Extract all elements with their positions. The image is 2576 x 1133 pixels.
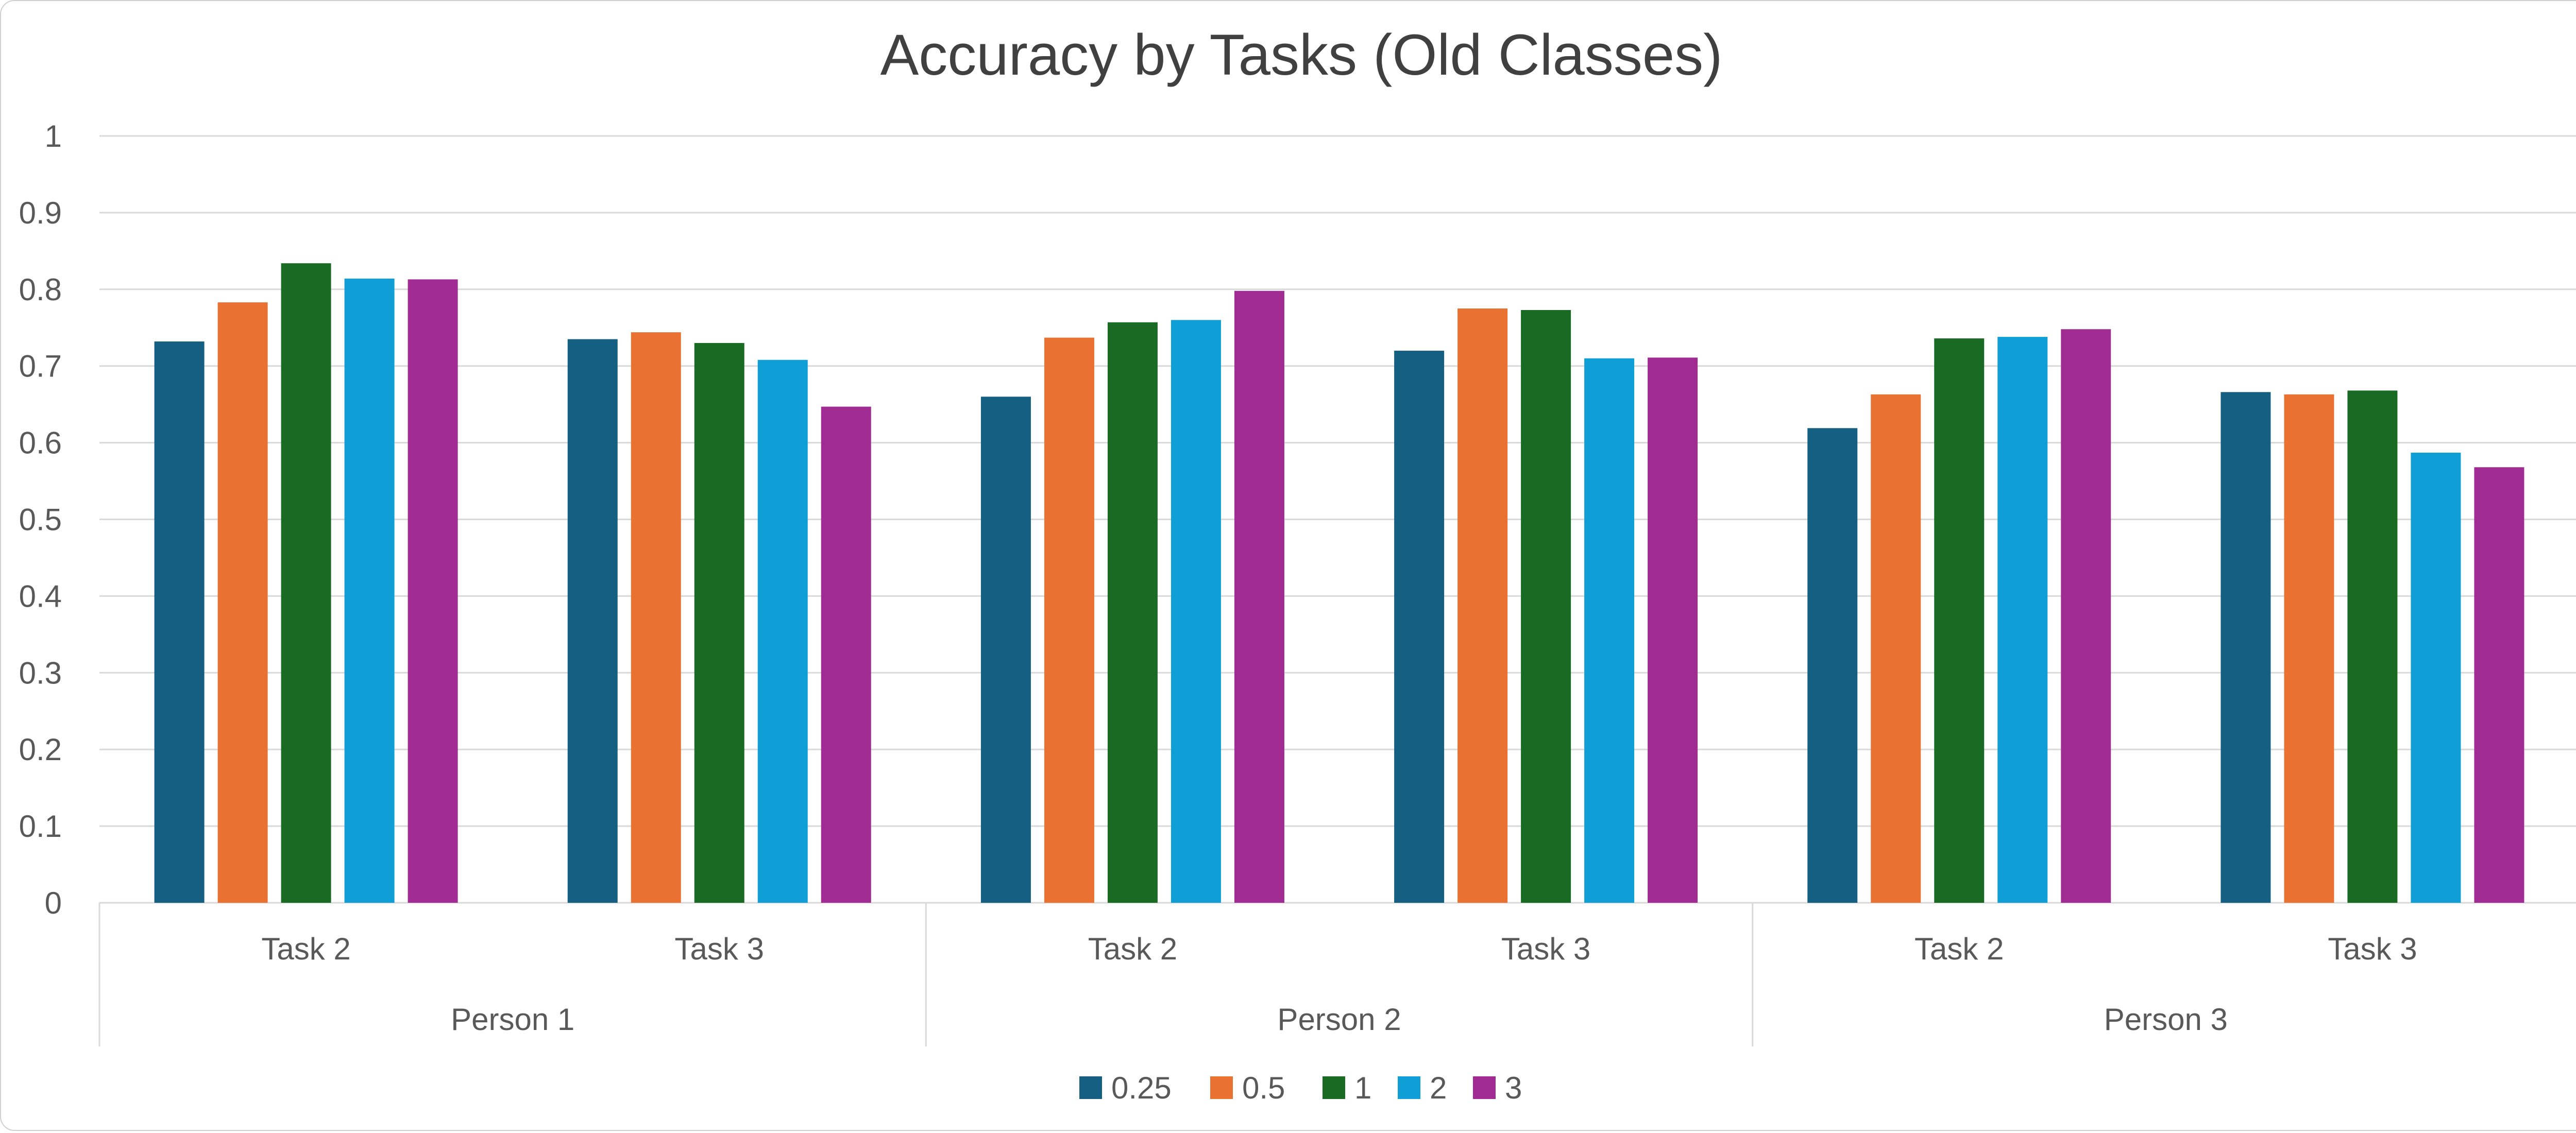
y-tick-label: 0.3 xyxy=(19,656,62,690)
legend-label-3: 2 xyxy=(1430,1071,1447,1105)
chart-title: Accuracy by Tasks (Old Classes) xyxy=(880,23,1723,87)
bar-series-0-category-0 xyxy=(154,341,205,903)
legend-swatch-4 xyxy=(1473,1076,1496,1099)
bar-series-4-category-1 xyxy=(821,406,871,903)
legend: 0.25 0.5 1 2 3 xyxy=(1079,1071,1522,1105)
bar-series-4-category-3 xyxy=(1648,357,1698,903)
x-tick-label: Task 2 xyxy=(1914,932,2004,966)
x-tick-label: Task 3 xyxy=(1501,932,1590,966)
bar-series-3-category-1 xyxy=(757,359,808,903)
x-group-label: Person 2 xyxy=(1277,1002,1401,1037)
y-tick-label: 0.9 xyxy=(19,196,62,230)
bar-series-4-category-5 xyxy=(2474,467,2524,903)
bar-series-1-category-4 xyxy=(1871,394,1921,903)
y-tick-label: 0 xyxy=(45,886,62,920)
y-tick-label: 0.1 xyxy=(19,809,62,844)
gridlines xyxy=(99,135,2576,904)
bar-series-4-category-4 xyxy=(2061,329,2111,903)
bar-series-3-category-5 xyxy=(2411,452,2461,903)
bar-series-0-category-5 xyxy=(2221,392,2271,903)
y-tick-label: 0.8 xyxy=(19,272,62,307)
bar-series-3-category-4 xyxy=(1997,337,2048,903)
bar-series-1-category-1 xyxy=(631,332,681,903)
bar-series-2-category-5 xyxy=(2347,390,2398,903)
bar-series-0-category-3 xyxy=(1394,350,1445,903)
legend-label-0: 0.25 xyxy=(1111,1071,1172,1105)
legend-swatch-3 xyxy=(1398,1076,1420,1099)
bar-series-1-category-0 xyxy=(217,302,268,903)
x-group-label: Person 3 xyxy=(2104,1002,2228,1037)
bar-series-2-category-3 xyxy=(1521,310,1571,903)
y-tick-label: 0.2 xyxy=(19,732,62,767)
y-tick-label: 0.5 xyxy=(19,503,62,537)
x-tick-label: Task 2 xyxy=(1088,932,1177,966)
legend-label-1: 0.5 xyxy=(1242,1071,1285,1105)
y-tick-label: 1 xyxy=(45,119,62,153)
legend-swatch-0 xyxy=(1079,1076,1102,1099)
bar-series-1-category-5 xyxy=(2284,394,2334,903)
bar-series-3-category-0 xyxy=(344,278,395,903)
bar-series-4-category-2 xyxy=(1234,290,1284,903)
y-tick-label: 0.4 xyxy=(19,579,62,613)
x-axis: Task 2 Task 3 Task 2 Task 3 Task 2 Task 3 Pers… xyxy=(98,903,2417,1046)
bar-series-2-category-0 xyxy=(281,263,331,903)
legend-swatch-1 xyxy=(1210,1076,1233,1099)
bar-series-2-category-4 xyxy=(1934,338,1985,903)
y-tick-label: 0.7 xyxy=(19,349,62,384)
bar-series-1-category-2 xyxy=(1044,337,1094,903)
bar-series-0-category-1 xyxy=(567,339,618,903)
x-tick-label: Task 2 xyxy=(261,932,350,966)
bar-series-3-category-2 xyxy=(1171,320,1221,903)
bar-series-2-category-2 xyxy=(1107,322,1158,903)
legend-label-4: 3 xyxy=(1505,1071,1522,1105)
y-axis-tick-labels: 0 0.1 0.2 0.3 0.4 0.5 0.6 0.7 0.8 0.9 1 xyxy=(19,119,62,920)
bar-series-2-category-1 xyxy=(694,343,744,903)
legend-label-2: 1 xyxy=(1354,1071,1371,1105)
bar-series-3-category-3 xyxy=(1584,358,1635,903)
y-tick-label: 0.6 xyxy=(19,426,62,460)
x-tick-label: Task 3 xyxy=(675,932,764,966)
x-tick-label: Task 3 xyxy=(2328,932,2417,966)
bar-series-1-category-3 xyxy=(1458,308,1508,903)
x-group-label: Person 1 xyxy=(451,1002,574,1037)
bar-series-0-category-4 xyxy=(1807,428,1858,903)
bar-series-0-category-2 xyxy=(980,397,1031,903)
legend-swatch-2 xyxy=(1323,1076,1345,1099)
bars xyxy=(154,263,2524,903)
bar-series-4-category-0 xyxy=(408,279,458,903)
